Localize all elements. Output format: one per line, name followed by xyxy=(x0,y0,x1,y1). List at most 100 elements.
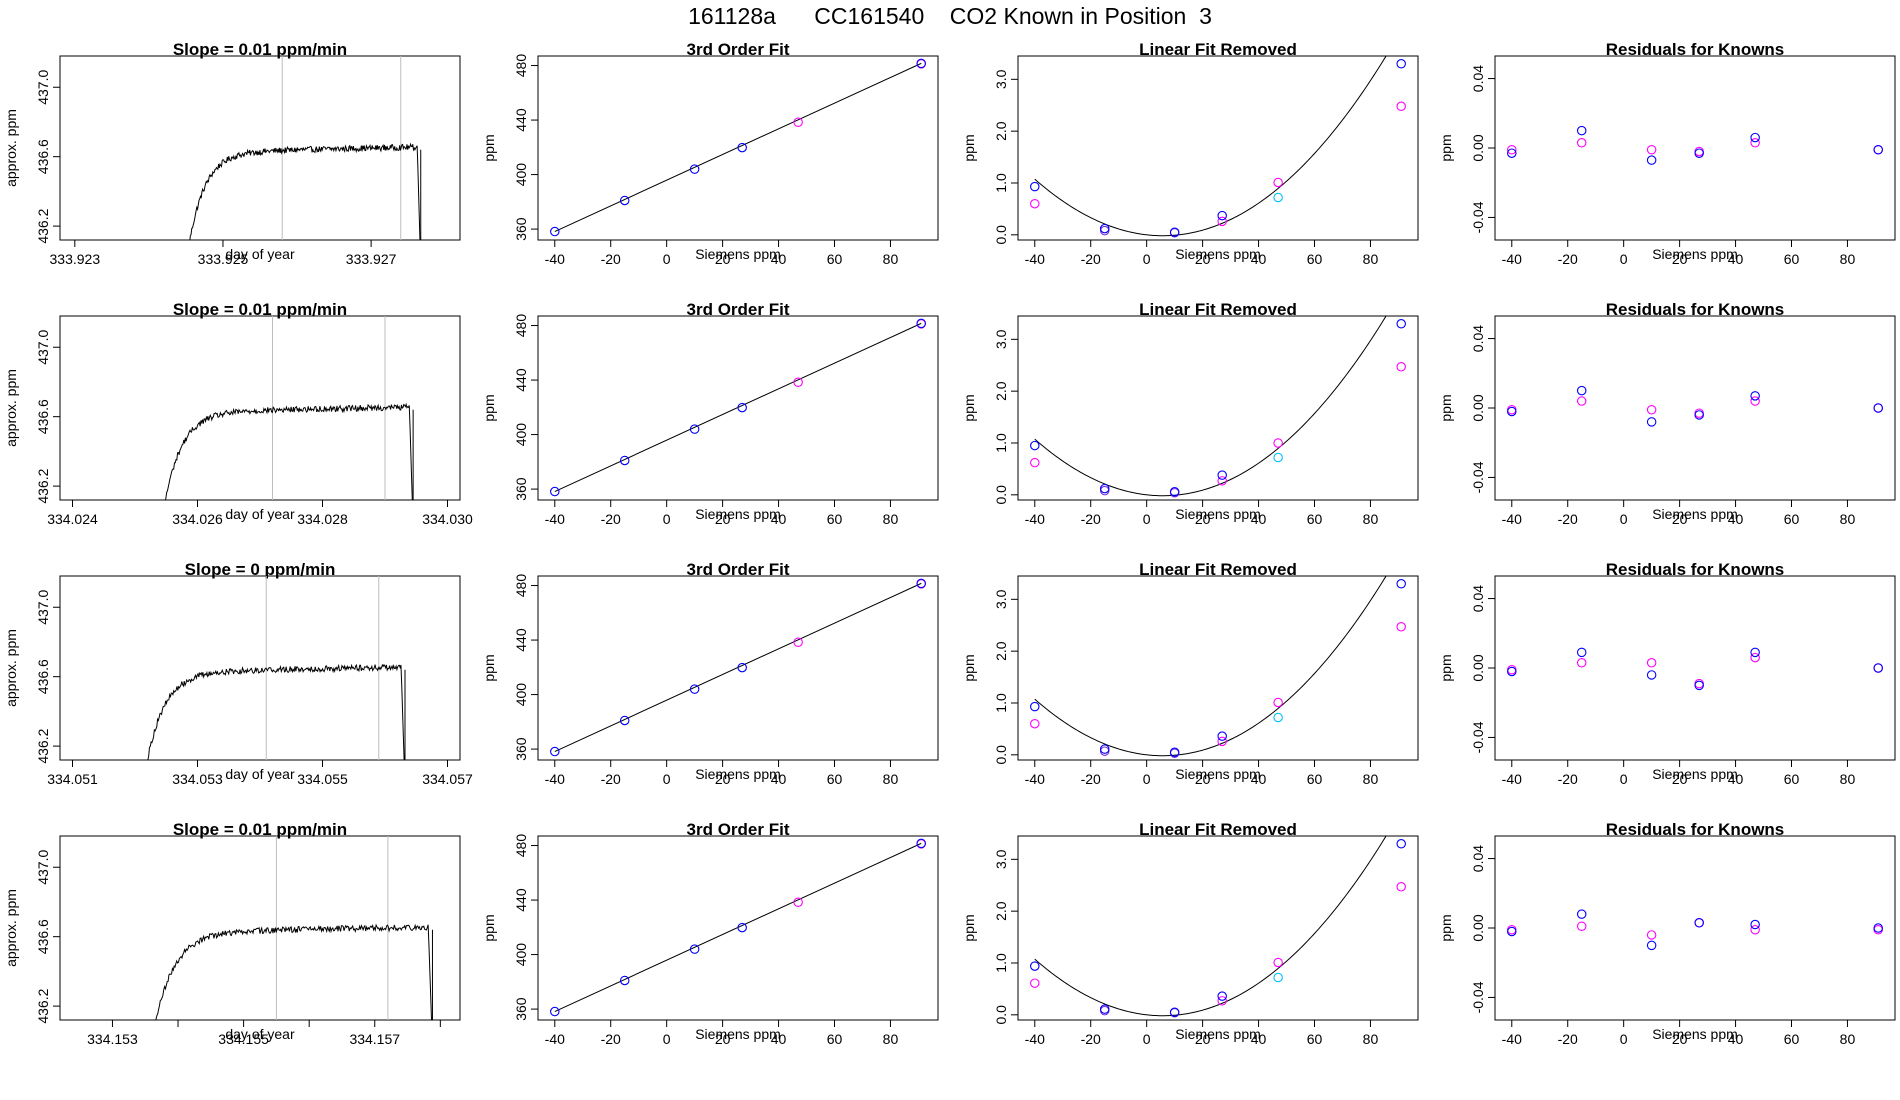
y-tick-label: 3.0 xyxy=(993,849,1009,869)
y-tick-label: 2.0 xyxy=(993,901,1009,921)
plot-area xyxy=(146,576,406,760)
x-tick-label: 60 xyxy=(1307,1031,1323,1047)
point-blue xyxy=(1873,923,1883,933)
point-magenta xyxy=(1750,652,1760,663)
plot-svg: Slope = 0.01 ppm/min 334.153 334.155 334.15… xyxy=(3,820,461,1047)
x-tick-label: 334.028 xyxy=(297,511,348,527)
point-blue xyxy=(619,455,630,466)
x-axis-label: day of year xyxy=(225,506,295,522)
y-tick-label: 0.04 xyxy=(1470,845,1486,872)
x-tick-label: 334.157 xyxy=(349,1031,400,1047)
point-magenta xyxy=(1576,396,1587,406)
point-blue xyxy=(1099,1004,1110,1014)
point-blue xyxy=(1576,385,1587,396)
x-tick-label: -20 xyxy=(601,251,621,267)
panel-residuals-row-2: Residuals for Knowns -40 -20 0 20 40 60 80 -0.04… xyxy=(1435,260,1900,527)
x-tick-label: 60 xyxy=(1784,1031,1800,1047)
x-tick-label: 80 xyxy=(1363,771,1379,787)
panel-residuals-row-3: Residuals for Knowns -40 -20 0 20 40 60 80 -0.04… xyxy=(1435,520,1900,787)
x-tick-label: 334.153 xyxy=(87,1031,138,1047)
point-magenta xyxy=(1576,921,1587,932)
y-tick-label: 360 xyxy=(513,217,529,241)
x-tick-label: 40 xyxy=(1251,771,1267,787)
point-blue xyxy=(1099,483,1110,494)
plot-title: Linear Fit Removed xyxy=(1139,300,1297,319)
y-tick-label: 0.00 xyxy=(1470,654,1486,681)
plot-frame xyxy=(537,315,939,501)
panel-fit-row-1: 3rd Order Fit -40 -20 0 20 40 60 80 360 400 440 480… xyxy=(478,0,953,267)
plot-title: Slope = 0.01 ppm/min xyxy=(173,40,347,59)
x-tick-label: 333.923 xyxy=(50,251,101,267)
x-tick-label: 334.024 xyxy=(47,511,98,527)
panel-time-row-4: Slope = 0.01 ppm/min 334.153 334.155 334.15… xyxy=(0,780,475,1047)
point-purple xyxy=(1099,485,1110,496)
y-axis-label: ppm xyxy=(1438,134,1454,161)
x-tick-label: -40 xyxy=(545,511,565,527)
plot-frame xyxy=(59,835,461,1021)
point-magenta xyxy=(1750,138,1760,148)
y-tick-label: 0.0 xyxy=(993,485,1009,505)
y-tick-label: 0.00 xyxy=(1470,394,1486,421)
x-tick-label: -20 xyxy=(601,771,621,787)
point-magenta xyxy=(1646,930,1657,940)
point-magenta xyxy=(1396,882,1406,892)
x-tick-label: 80 xyxy=(1840,1031,1856,1047)
panel-time-row-1: Slope = 0.01 ppm/min 333.923 333.925 333.92… xyxy=(0,0,475,267)
x-tick-label: 20 xyxy=(1672,1031,1688,1047)
x-tick-label: 20 xyxy=(715,251,731,267)
point-blue xyxy=(1396,839,1406,849)
plot-title: 3rd Order Fit xyxy=(687,560,790,579)
point-magenta xyxy=(793,637,803,647)
y-tick-label: 436.6 xyxy=(35,659,51,694)
plot-area xyxy=(550,578,926,757)
x-tick-label: -20 xyxy=(1081,251,1101,267)
y-tick-label: 0.04 xyxy=(1470,585,1486,612)
y-axis-label: ppm xyxy=(1438,394,1454,421)
x-axis-label: Siemens ppm xyxy=(695,246,781,262)
point-blue xyxy=(1750,391,1760,401)
plot-title: Linear Fit Removed xyxy=(1139,820,1297,839)
y-tick-label: 440 xyxy=(513,368,529,392)
x-tick-label: 0 xyxy=(1620,511,1628,527)
x-tick-label: 60 xyxy=(1784,511,1800,527)
x-tick-label: 60 xyxy=(827,251,843,267)
y-tick-label: 480 xyxy=(513,574,529,598)
x-tick-label: 20 xyxy=(1672,251,1688,267)
y-tick-label: 1.0 xyxy=(993,693,1009,713)
panel-fit-row-4: 3rd Order Fit -40 -20 0 20 40 60 80 360 400 440 480… xyxy=(478,780,953,1047)
y-axis-label: ppm xyxy=(961,134,977,161)
point-blue xyxy=(550,746,560,757)
x-tick-label: -40 xyxy=(1025,251,1045,267)
point-blue xyxy=(916,578,926,589)
point-magenta xyxy=(1646,404,1657,415)
y-tick-label: 436.2 xyxy=(35,728,51,763)
x-axis-label: Siemens ppm xyxy=(1652,766,1738,782)
plot-title: Residuals for Knowns xyxy=(1606,560,1785,579)
x-tick-label: 80 xyxy=(883,251,899,267)
x-tick-label: -20 xyxy=(601,1031,621,1047)
x-axis-label: Siemens ppm xyxy=(695,1026,781,1042)
x-tick-label: 0 xyxy=(663,1031,671,1047)
y-tick-label: 440 xyxy=(513,628,529,652)
y-tick-label: -0.04 xyxy=(1470,461,1486,493)
plot-title: Linear Fit Removed xyxy=(1139,560,1297,579)
plot-frame xyxy=(59,315,461,501)
point-purple xyxy=(1099,746,1110,756)
plot-frame xyxy=(1017,575,1419,761)
plot-svg: 3rd Order Fit -40 -20 0 20 40 60 80 360 400 440 480… xyxy=(481,820,939,1047)
point-blue xyxy=(737,922,747,933)
point-blue xyxy=(550,486,560,497)
point-blue xyxy=(737,402,747,413)
panel-residuals-row-1: Residuals for Knowns -40 -20 0 20 40 60 80 -0.04… xyxy=(1435,0,1900,267)
x-tick-label: 20 xyxy=(715,771,731,787)
point-blue xyxy=(550,1006,560,1017)
ppm-trace xyxy=(164,402,413,500)
point-magenta xyxy=(1396,101,1406,112)
plot-svg: 3rd Order Fit -40 -20 0 20 40 60 80 360 400 440 480… xyxy=(481,300,939,527)
x-tick-label: 20 xyxy=(1195,771,1211,787)
x-tick-label: 60 xyxy=(1307,511,1323,527)
point-magenta xyxy=(1750,396,1760,406)
point-blue xyxy=(1694,680,1704,691)
plot-svg: Slope = 0.01 ppm/min 333.923 333.925 333.92… xyxy=(3,40,461,267)
y-tick-label: 440 xyxy=(513,108,529,132)
